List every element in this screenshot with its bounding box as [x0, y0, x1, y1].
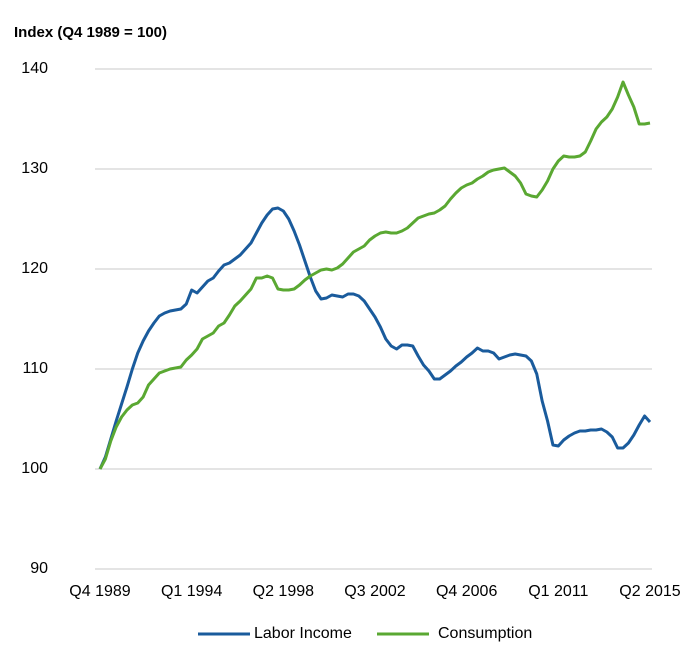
x-tick-label: Q1 2011 — [528, 583, 588, 600]
data-line — [98, 206, 652, 470]
y-tick-label: 90 — [30, 560, 48, 577]
x-tick-label: Q3 2002 — [344, 583, 405, 600]
y-tick-label: 130 — [21, 160, 48, 177]
x-tick-label: Q4 2006 — [436, 583, 497, 600]
x-tick-label: Q4 1989 — [69, 583, 130, 600]
data-line — [98, 80, 651, 470]
y-tick-label: 110 — [22, 360, 48, 377]
y-tick-label: 120 — [21, 260, 48, 277]
legend-label: Consumption — [438, 625, 532, 642]
x-tick-label: Q2 1998 — [253, 583, 314, 600]
y-axis-title: Index (Q4 1989 = 100) — [14, 24, 167, 41]
x-tick-label: Q2 2015 — [619, 583, 680, 600]
legend-label: Labor Income — [254, 625, 352, 642]
y-tick-label: 140 — [21, 60, 48, 77]
y-tick-label: 100 — [21, 460, 48, 477]
x-tick-label: Q1 1994 — [161, 583, 222, 600]
